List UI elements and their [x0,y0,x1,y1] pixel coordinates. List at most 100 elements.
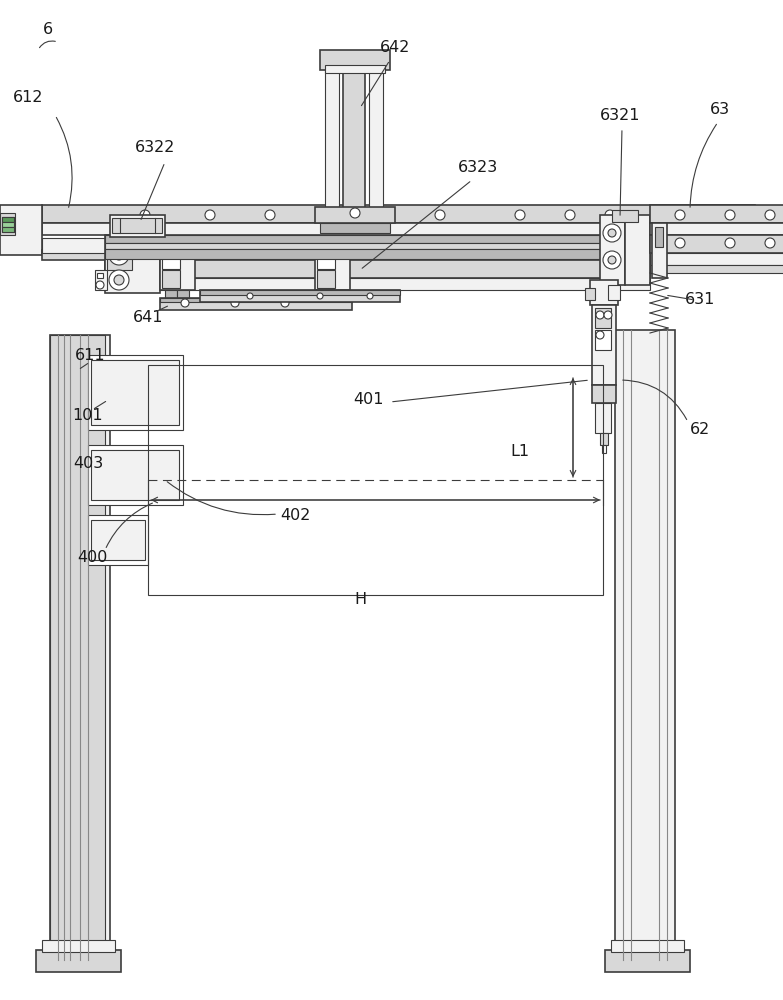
Bar [320,223,390,233]
Bar [2,217,14,232]
Text: 641: 641 [133,310,163,326]
Text: 6323: 6323 [458,160,498,176]
Text: 63: 63 [710,103,730,117]
Bar [592,385,616,403]
Bar [650,235,783,253]
Bar [177,290,189,298]
Bar [97,273,103,278]
Bar [612,210,638,222]
Text: 62: 62 [690,422,710,438]
Circle shape [265,210,275,220]
Bar [605,950,690,972]
Text: 403: 403 [73,456,103,471]
Bar [88,515,148,565]
Bar [162,270,180,288]
Bar [160,245,195,290]
Circle shape [565,210,575,220]
Bar [148,365,603,595]
Bar [600,215,625,285]
Bar [105,235,160,293]
Circle shape [231,299,239,307]
Text: 6: 6 [43,22,53,37]
Bar [107,240,132,270]
Circle shape [765,210,775,220]
Bar [317,270,335,288]
Circle shape [281,299,289,307]
Circle shape [604,311,612,319]
Circle shape [596,311,604,319]
Text: 642: 642 [380,40,410,55]
Bar [650,205,783,223]
Text: 6322: 6322 [135,140,175,155]
Text: 631: 631 [685,292,715,308]
Bar [585,288,595,300]
Bar [88,445,183,505]
Circle shape [765,238,775,248]
Circle shape [675,210,685,220]
Circle shape [96,281,104,289]
Text: 612: 612 [13,91,43,105]
Bar [325,55,339,223]
Circle shape [367,293,373,299]
Circle shape [515,210,525,220]
Circle shape [725,210,735,220]
Bar [320,50,390,70]
Text: 400: 400 [77,550,107,566]
Circle shape [603,224,621,242]
Bar [36,950,121,972]
Bar [0,213,15,235]
Bar [650,265,783,273]
Bar [105,249,650,259]
Bar [590,280,618,305]
Circle shape [114,275,124,285]
Bar [42,940,115,952]
Text: 611: 611 [74,348,105,362]
Bar [325,65,385,73]
Bar [112,218,162,233]
Bar [369,65,383,223]
Bar [2,227,14,232]
Bar [50,335,110,960]
Bar [320,290,332,298]
Text: 401: 401 [353,392,383,408]
Bar [88,355,183,430]
Bar [42,205,755,223]
Bar [165,290,177,298]
Bar [343,60,365,223]
Circle shape [596,331,604,339]
Bar [317,249,335,269]
Text: 6321: 6321 [600,107,640,122]
Circle shape [140,210,150,220]
Text: L1: L1 [511,444,529,460]
Bar [160,298,352,302]
Bar [162,249,180,269]
Circle shape [109,245,129,265]
Bar [105,235,650,243]
Bar [105,278,650,290]
Circle shape [317,293,323,299]
Text: 101: 101 [73,408,103,422]
Bar [2,217,14,222]
Bar [592,305,616,385]
Bar [343,55,365,70]
Bar [0,205,42,255]
Bar [650,223,783,235]
Bar [595,308,611,328]
Bar [91,450,179,500]
Bar [2,222,14,227]
Circle shape [675,238,685,248]
Bar [200,290,400,302]
Bar [42,250,107,260]
Circle shape [605,210,615,220]
Circle shape [247,293,253,299]
Circle shape [350,208,360,218]
Text: 402: 402 [280,508,310,522]
Bar [595,330,611,350]
Circle shape [725,238,735,248]
Text: H: H [354,592,366,607]
Circle shape [181,299,189,307]
Circle shape [603,251,621,269]
Bar [95,270,107,290]
Bar [611,940,684,952]
Bar [608,285,620,300]
